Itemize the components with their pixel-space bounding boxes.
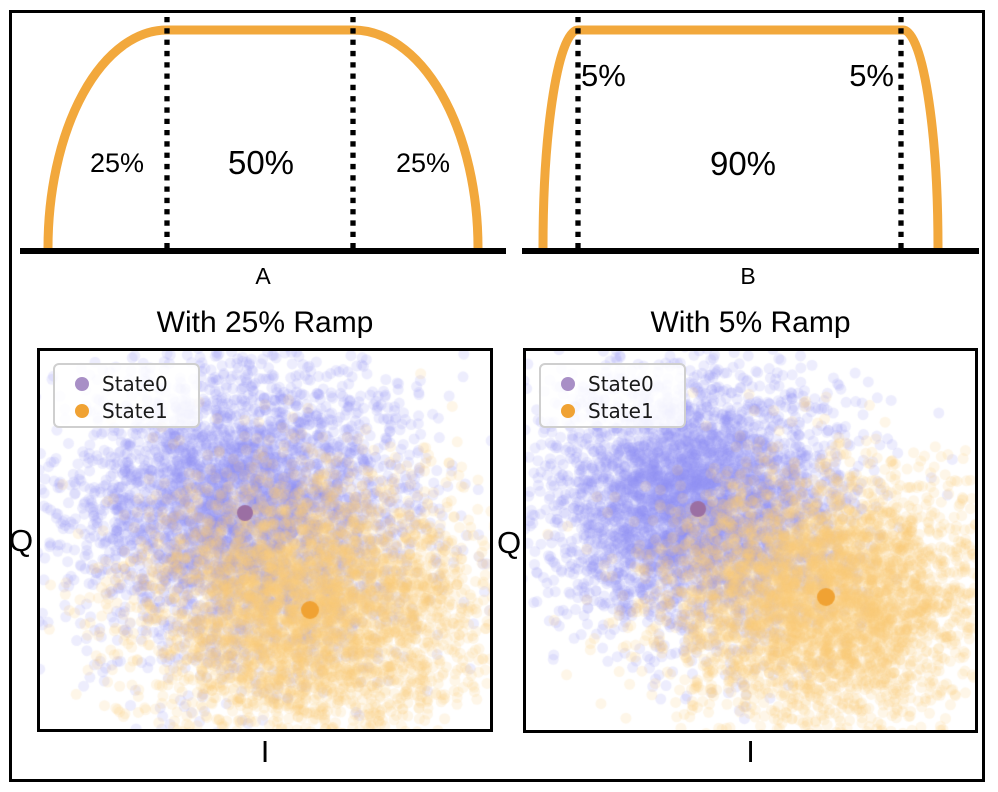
plot-title-25-ramp: With 25% Ramp — [156, 306, 374, 339]
svg-text:90%: 90% — [710, 145, 776, 182]
legend-row-state1: State1 — [55, 397, 198, 424]
legend-5-ramp: State0 State1 — [539, 363, 686, 428]
x-axis-label-i-right: I — [746, 734, 755, 769]
legend-label-state1: State1 — [588, 398, 654, 423]
svg-text:5%: 5% — [581, 58, 626, 93]
svg-text:50%: 50% — [228, 144, 294, 181]
state0-marker-icon — [75, 376, 89, 391]
state0-marker-icon — [561, 376, 575, 391]
y-axis-label-q-right: Q — [496, 525, 522, 560]
x-axis-label-i-left: I — [260, 734, 270, 769]
legend-25-ramp: State0 State1 — [53, 363, 200, 428]
panel-label-a: A — [255, 263, 271, 289]
svg-text:25%: 25% — [90, 148, 144, 178]
legend-label-state1: State1 — [102, 398, 168, 423]
state1-marker-icon — [561, 403, 575, 418]
y-axis-label-q-left: Q — [8, 523, 34, 558]
svg-text:25%: 25% — [396, 148, 450, 178]
iq-plot-5-ramp: State0 State1 — [523, 348, 978, 733]
legend-label-state0: State0 — [102, 371, 168, 396]
legend-row-state1: State1 — [541, 397, 684, 424]
legend-row-state0: State0 — [541, 370, 684, 397]
legend-row-state0: State0 — [55, 370, 198, 397]
svg-text:5%: 5% — [849, 58, 894, 93]
legend-label-state0: State0 — [588, 371, 654, 396]
pulse-diagrams: 25% 50% 25% 5% 90% 5% — [20, 17, 979, 254]
iq-plot-25-ramp: State0 State1 — [37, 348, 493, 732]
panel-label-b: B — [740, 263, 756, 289]
state1-marker-icon — [75, 403, 89, 418]
plot-title-5-ramp: With 5% Ramp — [650, 306, 851, 339]
